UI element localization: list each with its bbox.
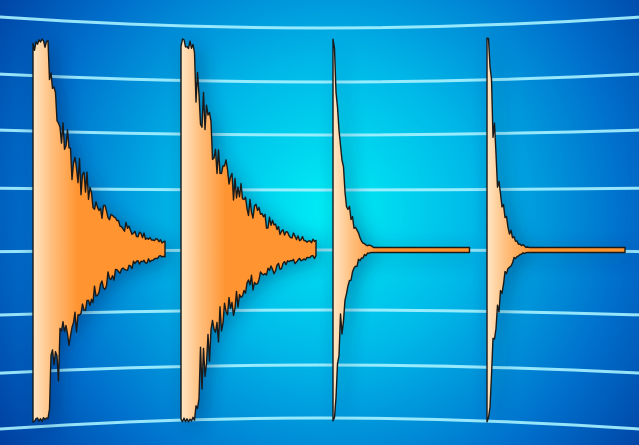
waveform-illustration	[0, 0, 639, 445]
page: (() => { const svg = document.getElement…	[0, 0, 639, 445]
